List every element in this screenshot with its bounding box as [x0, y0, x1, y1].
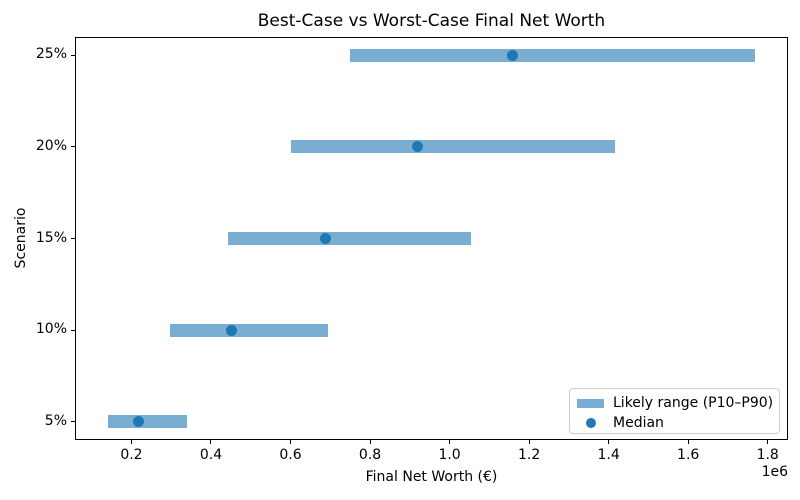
x-tick-label: 1.0: [438, 447, 461, 463]
x-tick-mark: [528, 440, 530, 444]
median-dot: [320, 233, 332, 244]
x-tick-label: 0.8: [358, 447, 382, 463]
x-tick-mark: [290, 440, 292, 444]
y-tick-mark: [71, 54, 75, 56]
x-tick-label: 1.4: [597, 447, 620, 463]
range-bar: [228, 232, 472, 245]
range-bar: [350, 48, 756, 62]
range-swatch-icon: [577, 398, 604, 408]
median-dot: [226, 324, 238, 336]
x-tick-mark: [449, 440, 451, 444]
range-bar: [107, 415, 188, 429]
x-tick-label: 1.8: [756, 447, 779, 463]
median-dot: [133, 416, 145, 428]
x-tick-label: 1.2: [517, 447, 541, 463]
y-tick-mark: [71, 146, 75, 148]
legend-entry-range: Likely range (P10–P90): [577, 394, 774, 412]
y-tick-label: 15%: [35, 229, 67, 246]
legend: Likely range (P10–P90) Median: [569, 388, 780, 434]
legend-label-median: Median: [613, 415, 664, 431]
x-tick-label: 0.2: [120, 447, 143, 463]
range-bar: [170, 323, 328, 337]
y-tick-mark: [71, 329, 75, 331]
y-tick-label: 25%: [35, 46, 67, 63]
median-dot: [506, 49, 518, 61]
x-tick-mark: [767, 440, 769, 444]
x-axis-label: Final Net Worth (€): [365, 469, 498, 485]
x-tick-mark: [130, 440, 132, 444]
median-dot: [412, 141, 424, 153]
y-tick-mark: [71, 238, 75, 239]
range-bar: [290, 140, 615, 154]
x-axis-offset-label: 1e6: [761, 464, 788, 480]
x-tick-label: 0.4: [199, 447, 223, 463]
x-tick-label: 1.6: [677, 447, 700, 463]
x-tick-mark: [369, 440, 371, 444]
x-tick-label: 0.6: [279, 447, 302, 463]
legend-label-range: Likely range (P10–P90): [613, 395, 774, 411]
median-dot-icon: [585, 418, 596, 428]
chart-title: Best-Case vs Worst-Case Final Net Worth: [257, 11, 606, 31]
y-tick-label: 20%: [35, 137, 67, 154]
legend-entry-median: Median: [577, 414, 772, 432]
y-tick-mark: [71, 421, 75, 423]
x-tick-mark: [687, 440, 689, 444]
x-tick-mark: [608, 440, 610, 444]
x-tick-mark: [210, 440, 212, 444]
y-tick-label: 10%: [35, 321, 67, 338]
y-tick-label: 5%: [44, 412, 67, 429]
